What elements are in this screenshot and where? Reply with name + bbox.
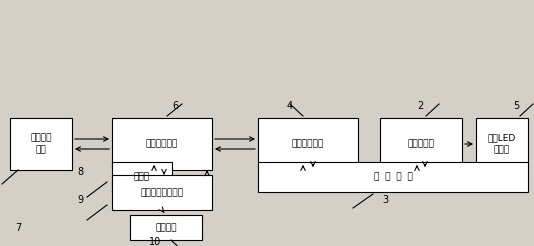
Bar: [476, 118, 528, 170]
Text: 信息分发模块: 信息分发模块: [146, 139, 178, 149]
Bar: [258, 118, 358, 170]
Text: 通  讯  总  线: 通 讯 总 线: [374, 172, 412, 182]
Text: 10: 10: [149, 237, 161, 246]
Text: 8: 8: [77, 167, 83, 177]
Text: 2: 2: [417, 101, 423, 111]
Text: 3: 3: [382, 195, 388, 205]
Bar: [112, 162, 172, 192]
Bar: [112, 175, 212, 210]
Text: 6: 6: [172, 101, 178, 111]
Text: 文字语音转换模块: 文字语音转换模块: [140, 188, 184, 197]
Bar: [112, 118, 212, 170]
Text: 4: 4: [287, 101, 293, 111]
Text: 信息处理器: 信息处理器: [407, 139, 435, 149]
Text: 5: 5: [513, 101, 519, 111]
Text: 语音喇叭: 语音喇叭: [155, 223, 177, 232]
Bar: [258, 162, 528, 192]
Bar: [380, 118, 462, 170]
Bar: [10, 118, 72, 170]
Text: 信息收发模块: 信息收发模块: [292, 139, 324, 149]
Text: 车载LED
显示屏: 车载LED 显示屏: [488, 134, 516, 154]
Text: 7: 7: [15, 223, 21, 233]
Text: 9: 9: [77, 195, 83, 205]
Bar: [130, 215, 202, 240]
Text: 显示屏: 显示屏: [134, 172, 150, 182]
Text: 数据联机
接口: 数据联机 接口: [30, 134, 52, 154]
